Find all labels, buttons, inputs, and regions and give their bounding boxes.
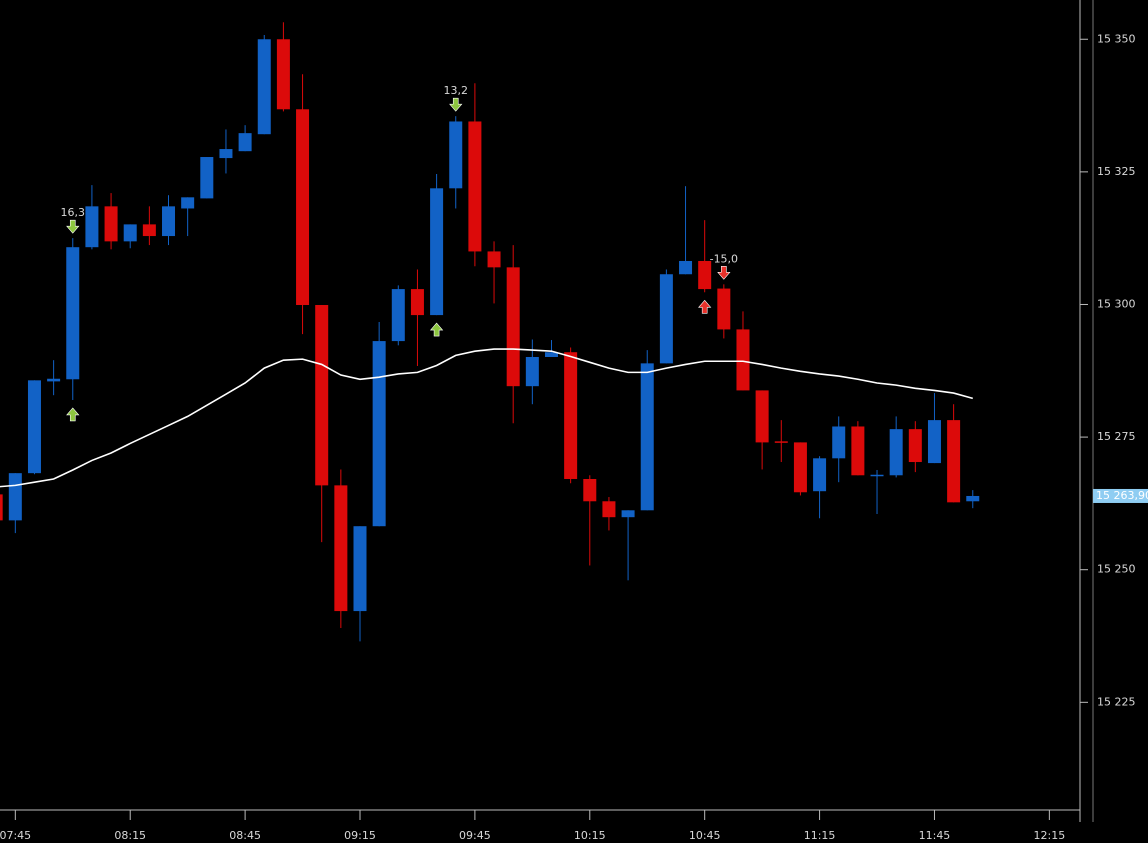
candle-body	[583, 478, 597, 502]
candle-body	[813, 458, 827, 492]
candle-body	[774, 441, 788, 443]
last-price-tag	[1093, 488, 1148, 503]
signal-arrow	[66, 219, 80, 234]
x-tick-label: 08:15	[114, 829, 146, 842]
last-price-label: 15 263,90	[1096, 489, 1148, 502]
candle-body	[832, 426, 846, 459]
y-tick-label: 15 275	[1097, 430, 1136, 443]
x-tick-label: 07:45	[0, 829, 31, 842]
candle-body	[947, 420, 961, 503]
candle-body	[679, 260, 693, 275]
candle-body	[430, 188, 444, 316]
candle-body	[736, 329, 750, 391]
candle-body	[334, 485, 348, 612]
candle-body	[47, 378, 61, 382]
x-tick-label: 10:15	[574, 829, 606, 842]
signal-arrow	[449, 97, 463, 112]
candle-body	[927, 420, 941, 464]
x-tick-label: 12:15	[1034, 829, 1066, 842]
candle-body	[659, 274, 673, 364]
candle-body	[602, 501, 616, 518]
candle-body	[276, 39, 290, 110]
signal-arrow	[429, 322, 444, 337]
candle-body	[296, 109, 310, 306]
x-tick-label: 09:15	[344, 829, 376, 842]
signal-arrow	[698, 299, 712, 314]
candle-body	[525, 356, 539, 387]
candle-body	[640, 363, 654, 511]
x-tick-label: 09:45	[459, 829, 491, 842]
candle-body	[123, 224, 137, 242]
candle-body	[372, 341, 386, 527]
candle-body	[698, 260, 712, 290]
candle-body	[104, 206, 118, 242]
y-tick-label: 15 325	[1097, 165, 1136, 178]
candle-body	[353, 526, 367, 612]
candle-body	[200, 157, 214, 199]
candle-body	[449, 121, 463, 189]
candle-body	[142, 224, 156, 237]
candle-body	[564, 352, 578, 479]
candle-body	[966, 495, 980, 502]
candle-body	[257, 39, 271, 135]
candle-body	[219, 149, 233, 159]
x-tick-label: 11:15	[804, 829, 836, 842]
candle-body	[468, 121, 482, 252]
candle-body	[410, 289, 424, 316]
candle-body	[8, 473, 22, 521]
y-tick-label: 15 350	[1097, 32, 1136, 45]
signal-arrow	[717, 266, 731, 280]
candle-body	[889, 429, 903, 476]
candle-body	[315, 305, 329, 486]
signal-label: 13,2	[443, 84, 468, 97]
candle-body	[0, 494, 3, 521]
y-tick-label: 15 250	[1097, 563, 1136, 576]
candle-body	[487, 251, 501, 268]
candle-body	[238, 133, 252, 152]
candle-body	[908, 429, 922, 463]
x-tick-label: 08:45	[229, 829, 261, 842]
candle-body	[162, 206, 176, 237]
signal-label: -15,0	[710, 252, 738, 265]
x-tick-label: 10:45	[689, 829, 721, 842]
candle-body	[506, 267, 520, 387]
signal-label: 16,3	[61, 206, 86, 219]
y-tick-label: 15 225	[1097, 695, 1136, 708]
candle-body	[717, 288, 731, 330]
signal-arrow	[66, 407, 80, 422]
candle-body	[544, 352, 558, 357]
candle-body	[85, 206, 99, 248]
plot-area: 16,3 13,2 -15,0	[0, 22, 980, 642]
candle-body	[870, 474, 884, 477]
candle-body	[793, 442, 807, 493]
candle-body	[181, 197, 195, 209]
candle-body	[755, 390, 769, 443]
candle-body	[851, 426, 865, 476]
candle-body	[27, 380, 41, 474]
x-tick-label: 11:45	[919, 829, 951, 842]
candle-body	[391, 289, 405, 342]
candle-body	[621, 510, 635, 518]
y-tick-label: 15 300	[1097, 297, 1136, 310]
candle-body	[66, 247, 80, 380]
moving-average-line	[0, 348, 973, 488]
